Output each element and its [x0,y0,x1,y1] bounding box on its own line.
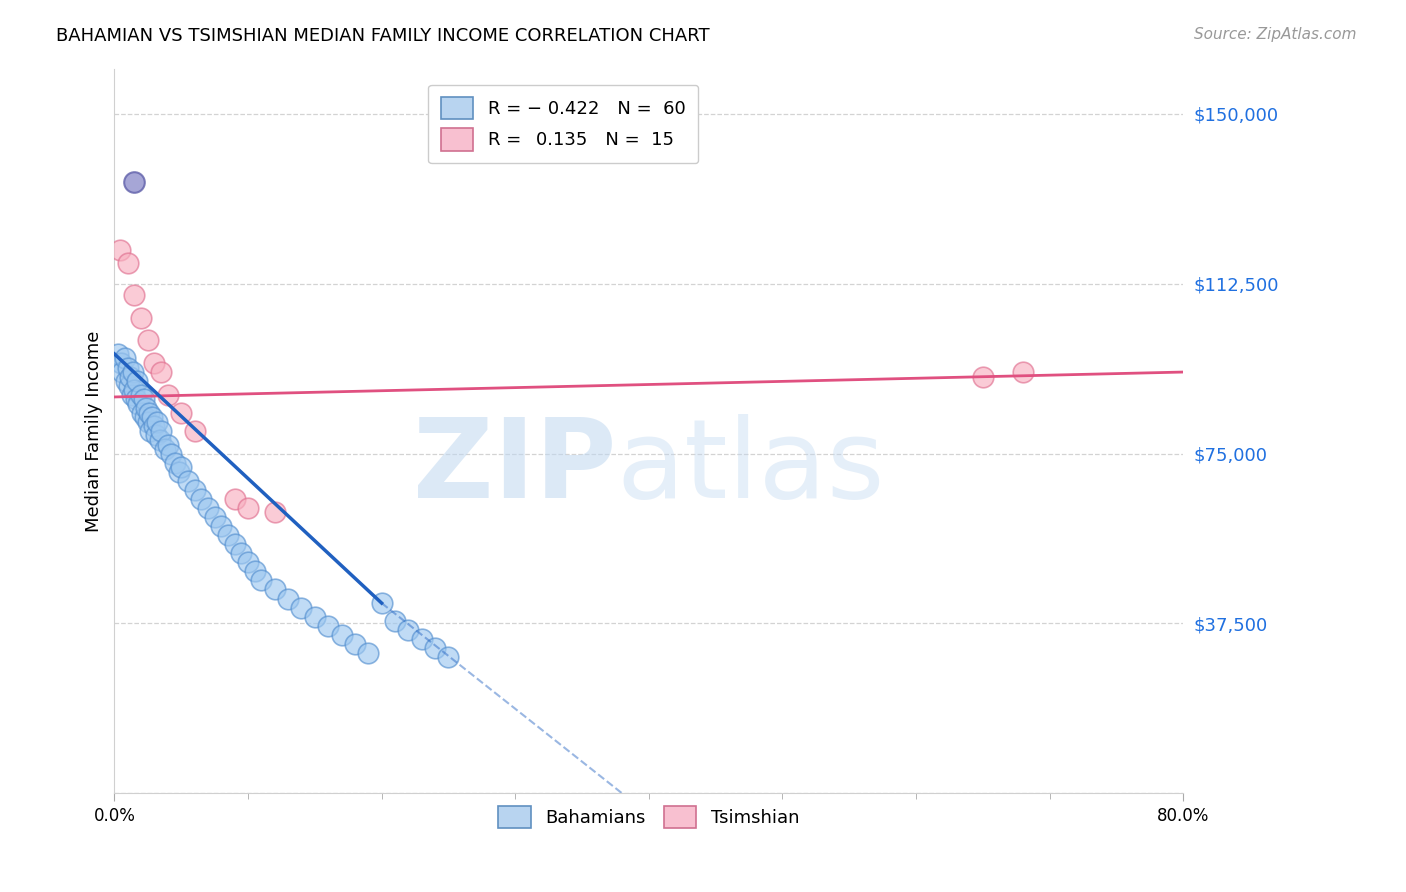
Text: Source: ZipAtlas.com: Source: ZipAtlas.com [1194,27,1357,42]
Legend: Bahamians, Tsimshian: Bahamians, Tsimshian [491,798,807,835]
Point [139,424,162,438]
Point [236,500,259,515]
Point [423,641,446,656]
Point [120,369,142,384]
Point [150,365,173,379]
Point [343,637,366,651]
Point [136,334,159,348]
Point [156,387,179,401]
Point [384,614,406,628]
Point [167,465,190,479]
Point [127,397,149,411]
Point [411,632,433,647]
Point [111,365,134,379]
Point [159,447,181,461]
Point [117,256,139,270]
Point [370,596,392,610]
Point [143,356,166,370]
Point [437,650,460,665]
Point [209,519,232,533]
Point [304,609,326,624]
Point [330,628,353,642]
Point [136,415,159,429]
Point [124,175,146,189]
Point [224,537,246,551]
Point [170,406,193,420]
Point [145,428,167,442]
Point [135,401,157,416]
Point [153,442,176,456]
Point [183,483,205,497]
Point [231,546,253,560]
Point [107,347,129,361]
Point [122,365,145,379]
Point [131,406,153,420]
Point [243,565,266,579]
Point [121,387,143,401]
Point [177,474,200,488]
Point [141,410,163,425]
Point [170,460,193,475]
Point [115,374,138,388]
Y-axis label: Median Family Income: Median Family Income [86,330,103,532]
Point [290,600,312,615]
Point [357,646,380,660]
Point [263,582,285,597]
Point [972,369,994,384]
Point [118,378,141,392]
Point [263,506,285,520]
Point [204,510,226,524]
Point [1012,365,1035,379]
Point [250,574,273,588]
Point [277,591,299,606]
Point [316,618,339,632]
Text: ZIP: ZIP [413,414,617,521]
Point [125,392,148,407]
Point [197,500,219,515]
Point [108,243,131,257]
Point [129,387,152,401]
Point [156,437,179,451]
Point [132,392,155,407]
Point [183,424,205,438]
Point [127,374,149,388]
Point [217,528,239,542]
Point [110,356,132,370]
Point [396,624,419,638]
Point [236,555,259,569]
Point [134,410,156,425]
Point [129,310,152,325]
Point [117,360,139,375]
Point [143,419,166,434]
Point [224,491,246,506]
Text: BAHAMIAN VS TSIMSHIAN MEDIAN FAMILY INCOME CORRELATION CHART: BAHAMIAN VS TSIMSHIAN MEDIAN FAMILY INCO… [56,27,710,45]
Point [146,415,169,429]
Point [114,351,136,366]
Point [149,433,172,447]
Point [138,406,160,420]
Point [190,491,212,506]
Point [163,456,186,470]
Text: atlas: atlas [617,414,886,521]
Point [124,288,146,302]
Point [150,424,173,438]
Point [124,383,146,397]
